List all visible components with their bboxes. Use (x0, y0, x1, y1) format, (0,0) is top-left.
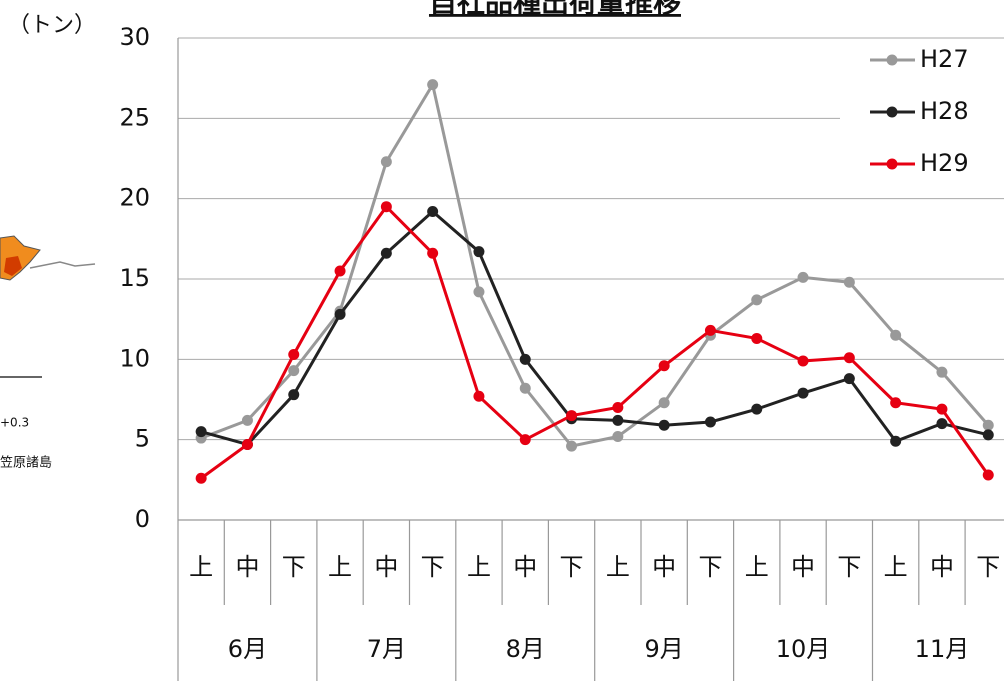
y-tick-label: 30 (119, 23, 150, 51)
data-point (843, 352, 855, 364)
x-tick-label: 上 (467, 553, 491, 581)
legend-label: H28 (920, 97, 969, 125)
x-tick-label: 中 (791, 553, 815, 581)
data-point (797, 355, 809, 367)
data-point (982, 429, 994, 441)
x-tick-label: 下 (976, 553, 1000, 581)
legend-label: H29 (920, 149, 969, 177)
data-point (612, 414, 624, 426)
data-point (473, 286, 485, 298)
data-point (566, 440, 578, 452)
x-tick-label: 上 (745, 553, 769, 581)
map-annotation: 笠原諸島 (0, 455, 52, 471)
series-line (200, 209, 989, 447)
data-point (612, 430, 624, 442)
map-annotation: +0.3 (0, 416, 29, 430)
data-point (566, 410, 578, 422)
group-label: 10月 (776, 635, 831, 663)
group-label: 7月 (367, 635, 406, 663)
data-point (288, 389, 300, 401)
data-point (797, 271, 809, 283)
chart-title: 自社品種出荷量推移 (429, 0, 681, 19)
y-tick-label: 5 (135, 425, 150, 453)
legend-marker (886, 54, 898, 66)
legend-box (840, 40, 1004, 190)
data-point (427, 247, 439, 259)
data-point (380, 201, 392, 213)
data-point (843, 373, 855, 385)
data-point (519, 434, 531, 446)
y-tick-label: 0 (135, 505, 150, 533)
data-point (241, 438, 253, 450)
y-tick-label: 25 (119, 103, 150, 131)
series-line (200, 80, 990, 448)
data-point (473, 390, 485, 402)
data-point (334, 265, 346, 277)
data-point (380, 247, 392, 259)
group-label: 6月 (228, 635, 267, 663)
x-tick-label: 下 (698, 553, 722, 581)
group-label: 11月 (915, 635, 970, 663)
data-point (704, 416, 716, 428)
x-tick-label: 中 (930, 553, 954, 581)
data-point (195, 472, 207, 484)
x-tick-label: 中 (513, 553, 537, 581)
data-point (195, 426, 207, 438)
data-point (427, 79, 439, 91)
x-tick-label: 中 (652, 553, 676, 581)
data-point (519, 353, 531, 365)
y-tick-label: 15 (119, 264, 150, 292)
data-point (658, 360, 670, 372)
x-tick-label: 中 (235, 553, 259, 581)
legend-marker (886, 158, 898, 170)
x-tick-label: 上 (189, 553, 213, 581)
legend-marker (886, 106, 898, 118)
group-label: 9月 (645, 635, 684, 663)
y-axis-label: （トン） (8, 13, 96, 38)
data-point (751, 294, 763, 306)
x-tick-label: 下 (560, 553, 584, 581)
legend-label: H27 (920, 45, 969, 73)
data-point (936, 418, 948, 430)
data-point (612, 402, 624, 414)
data-point (658, 419, 670, 431)
data-point (427, 206, 439, 218)
data-point (936, 403, 948, 415)
x-tick-label: 上 (606, 553, 630, 581)
group-label: 8月 (506, 635, 545, 663)
x-tick-label: 下 (421, 553, 445, 581)
data-point (843, 276, 855, 288)
x-tick-label: 下 (282, 553, 306, 581)
map-fragment (0, 235, 96, 378)
data-point (704, 324, 716, 336)
x-tick-label: 上 (328, 553, 352, 581)
x-tick-label: 上 (884, 553, 908, 581)
data-point (890, 435, 902, 447)
data-point (890, 397, 902, 409)
data-point (288, 365, 300, 377)
data-point (936, 366, 948, 378)
x-tick-label: 下 (837, 553, 861, 581)
data-point (982, 469, 994, 481)
data-point (890, 329, 902, 341)
data-point (982, 419, 994, 431)
x-tick-label: 中 (374, 553, 398, 581)
data-point (797, 387, 809, 399)
data-point (380, 156, 392, 168)
series-line (200, 204, 990, 480)
y-tick-label: 10 (119, 344, 150, 372)
y-tick-label: 20 (119, 184, 150, 212)
data-point (334, 308, 346, 320)
data-point (473, 246, 485, 258)
data-point (288, 349, 300, 361)
data-point (751, 403, 763, 415)
data-point (519, 382, 531, 394)
data-point (241, 414, 253, 426)
data-point (751, 332, 763, 344)
data-point (658, 397, 670, 409)
